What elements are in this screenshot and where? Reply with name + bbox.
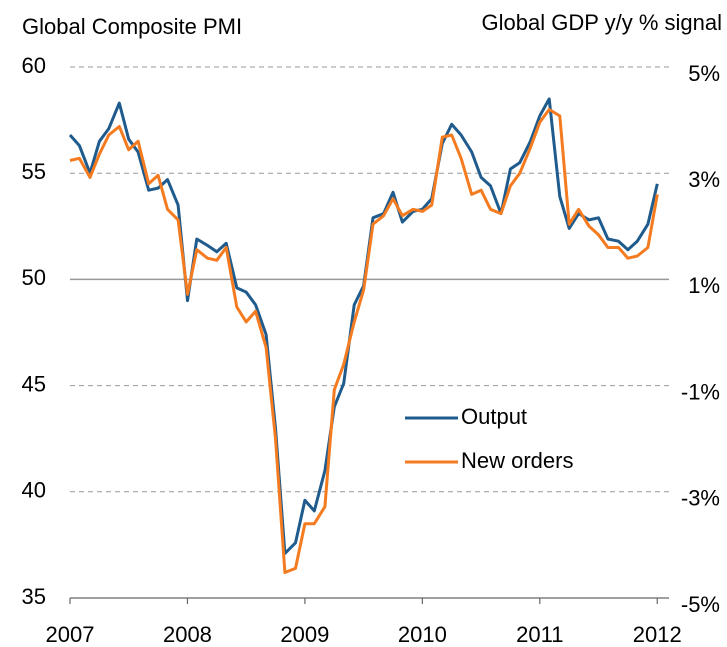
x-tick-label: 2007 (46, 622, 95, 647)
y-tick-label: 40 (22, 478, 46, 503)
legend-label: New orders (461, 448, 573, 473)
x-tick-label: 2008 (163, 622, 212, 647)
y-tick-label: 50 (22, 265, 46, 290)
y2-tick-label: -5% (681, 592, 720, 617)
legend-label: Output (461, 404, 527, 429)
y2-axis-title: Global GDP y/y % signal (482, 10, 722, 35)
y-tick-label: 35 (22, 584, 46, 609)
y2-tick-label: 1% (688, 273, 720, 298)
y2-tick-label: -3% (681, 486, 720, 511)
line-series (69, 108, 659, 574)
line-series (68, 97, 659, 555)
y-tick-label: 45 (22, 371, 46, 396)
y-tick-label: 60 (22, 53, 46, 78)
x-tick-label: 2010 (398, 622, 447, 647)
y2-tick-label: -1% (681, 379, 720, 404)
x-tick-label: 2009 (280, 622, 329, 647)
y-tick-label: 55 (22, 159, 46, 184)
y-axis-title: Global Composite PMI (22, 14, 242, 39)
x-tick-label: 2012 (633, 622, 682, 647)
y2-tick-label: 5% (688, 61, 720, 86)
x-tick-label: 2011 (516, 622, 563, 647)
y2-tick-label: 3% (688, 167, 720, 192)
